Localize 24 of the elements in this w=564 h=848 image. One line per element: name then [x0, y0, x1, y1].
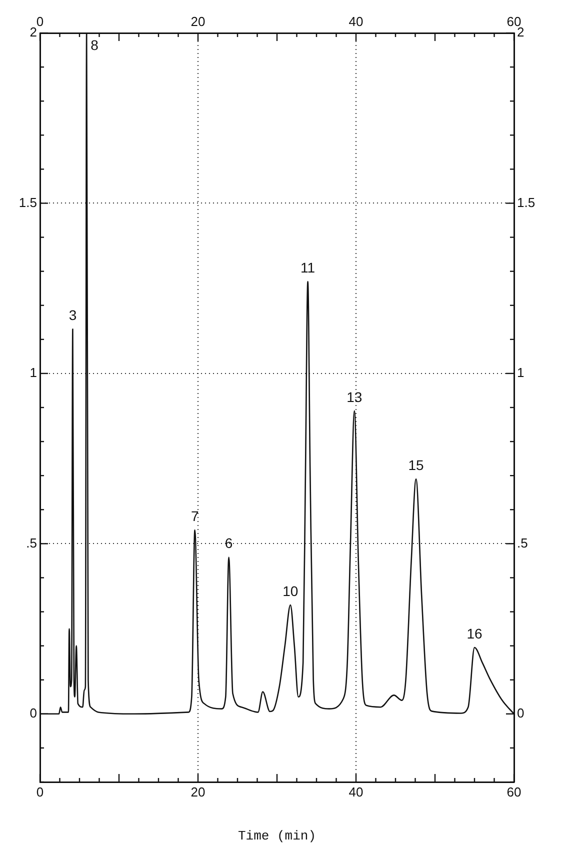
y2-tick-label: 1.5 — [517, 194, 536, 210]
x2-tick-label: 20 — [190, 14, 206, 29]
y-tick-label: .5 — [26, 535, 37, 550]
y-tick-label: 2 — [30, 24, 37, 40]
y2-tick-label: 1 — [517, 365, 524, 380]
x-tick-label: 60 — [506, 784, 522, 800]
y-tick-label: 1.5 — [18, 194, 37, 210]
annotation: 16 — [466, 625, 482, 642]
annotation: 15 — [408, 456, 424, 473]
annotation: 8 — [90, 36, 99, 53]
annotation: 11 — [300, 259, 316, 276]
annotation: 6 — [224, 535, 233, 552]
annotation: 7 — [190, 508, 199, 524]
x2-tick-label: 40 — [348, 14, 364, 29]
annotation: 3 — [68, 307, 77, 324]
annotation: 10 — [282, 582, 298, 599]
y-tick-label: 0 — [30, 705, 37, 720]
x-tick-label: 20 — [190, 784, 206, 800]
y2-tick-label: 0 — [517, 705, 524, 720]
y-tick-label: 1 — [30, 365, 37, 380]
x-tick-label: 40 — [348, 784, 364, 800]
annotation: 13 — [346, 388, 362, 405]
x-axis-title: Time (min) — [238, 828, 316, 844]
y2-tick-label: .5 — [517, 535, 528, 550]
